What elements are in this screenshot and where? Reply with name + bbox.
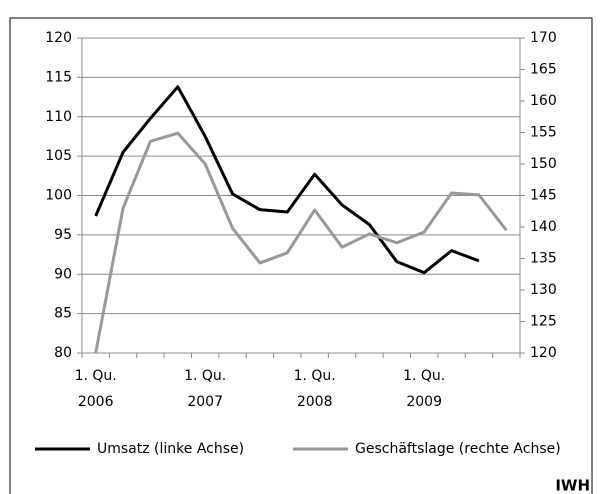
y-tick-label: 95 [54, 227, 72, 243]
y2-tick-label: 150 [530, 156, 557, 172]
y2-tick-label: 160 [530, 93, 557, 109]
y-tick-label: 120 [45, 30, 72, 46]
y2-tick-label: 170 [530, 30, 557, 46]
x-tick-label: 1. Qu. 2009 [403, 368, 446, 410]
frame [9, 17, 593, 494]
y-tick-label: 110 [45, 109, 72, 125]
line-series [94, 131, 508, 354]
y-tick-label: 85 [54, 306, 72, 322]
y-tick-label: 100 [45, 188, 72, 204]
x-tick-label: 1. Qu. 2008 [293, 368, 336, 410]
y-tick-label: 80 [54, 345, 72, 361]
y-tick-label: 90 [54, 266, 72, 282]
y2-tick-label: 120 [530, 345, 557, 361]
y2-tick-label: 155 [530, 125, 557, 141]
y-tick-label: 115 [45, 69, 72, 85]
y-tick-label: 105 [45, 148, 72, 164]
y2-tick-label: 130 [530, 282, 557, 298]
line-series [94, 85, 480, 275]
legend-label: Geschäftslage (rechte Achse) [355, 441, 561, 457]
legend-label: Umsatz (linke Achse) [97, 441, 244, 457]
y2-tick-label: 165 [530, 62, 557, 78]
y2-tick-label: 145 [530, 188, 557, 204]
y2-tick-label: 140 [530, 219, 557, 235]
y2-tick-label: 135 [530, 251, 557, 267]
source: IWH [555, 477, 590, 494]
x-tick-label: 1. Qu. 2006 [74, 368, 117, 410]
x-tick-label: 1. Qu. 2007 [184, 368, 227, 410]
y2-tick-label: 125 [530, 314, 557, 330]
